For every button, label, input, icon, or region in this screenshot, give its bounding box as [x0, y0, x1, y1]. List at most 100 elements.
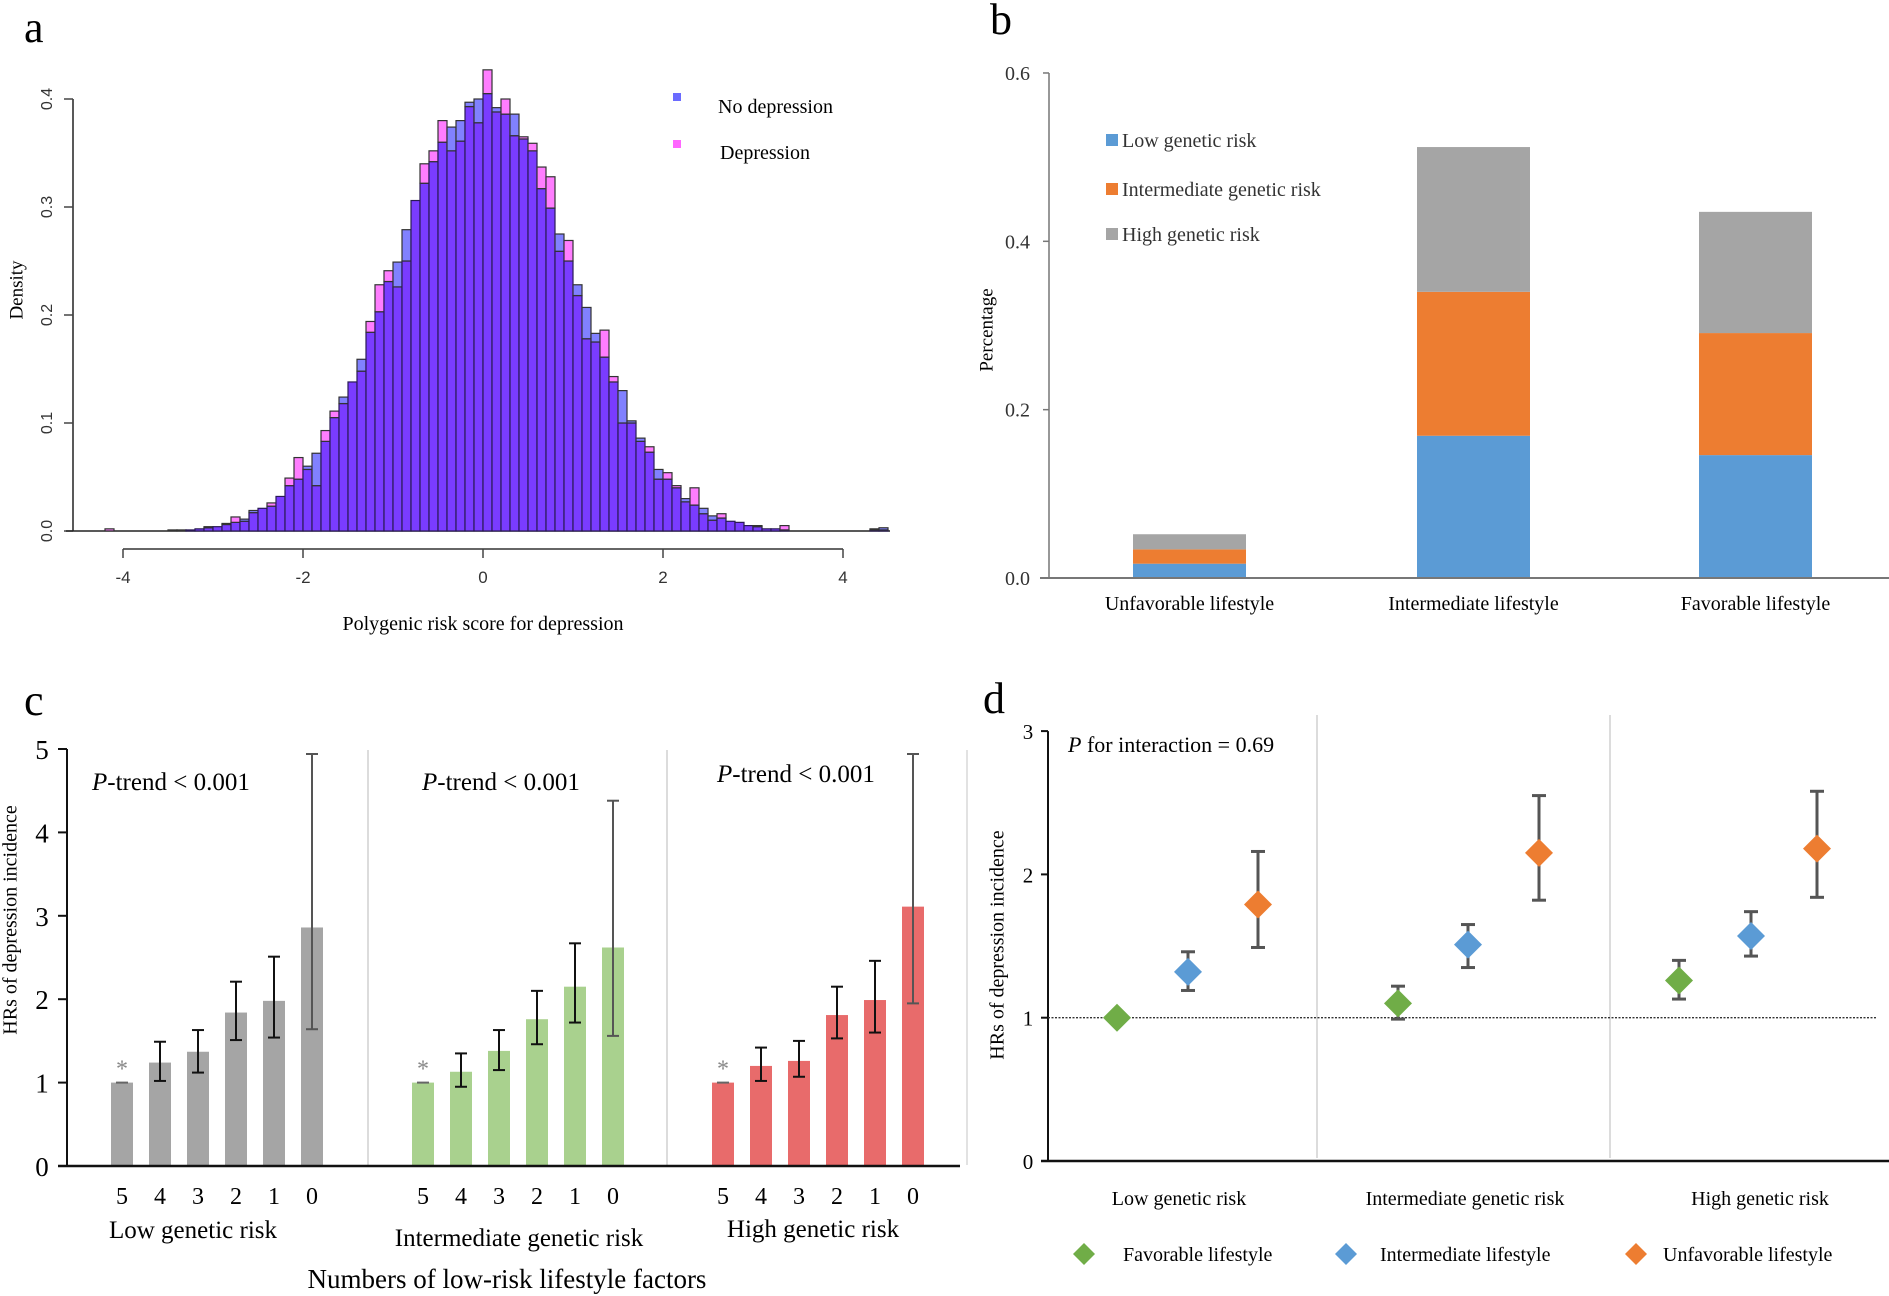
p-trend-annotation: P-trend < 0.001 [716, 761, 875, 788]
histogram-bar-depression [329, 410, 340, 419]
diamond-marker [1244, 890, 1272, 919]
x-category-label: Unfavorable lifestyle [1105, 593, 1274, 615]
panel-a-histogram: 0.0 0.1 0.2 0.3 0.4 Density -4 -2 0 2 4 Polygenic r… [6, 69, 890, 635]
histogram-bar-no-depression [473, 98, 484, 124]
histogram-bar-depression [482, 69, 493, 95]
histogram-bar-depression [293, 456, 304, 480]
histogram-bar-overlap [455, 140, 466, 532]
y-tick-label: 0.0 [1005, 568, 1030, 590]
panel-d-letter: d [983, 674, 1005, 723]
histogram-bar-no-depression [653, 468, 664, 480]
histogram-bar-depression [104, 528, 115, 532]
legend-label-no-depression: No depression [718, 96, 833, 118]
diamond-marker [1665, 966, 1693, 995]
histogram-bar-depression [545, 176, 556, 209]
histogram-bar-depression [536, 166, 547, 190]
x-tick-label: -2 [295, 568, 310, 587]
stacked-bar-segment [1133, 563, 1246, 578]
p-trend-annotation: P-trend < 0.001 [91, 769, 250, 796]
p-italic: P [716, 761, 732, 788]
bar [488, 1050, 510, 1166]
histogram-bar-no-depression [167, 529, 178, 532]
histogram-bar-overlap [707, 519, 718, 532]
histogram-bar-overlap [716, 517, 727, 532]
histogram-bar-depression [383, 270, 394, 283]
histogram-bar-overlap [662, 478, 673, 532]
legend-swatch [1106, 228, 1118, 240]
panel-b-letter: b [990, 0, 1012, 44]
histogram-bar-overlap [374, 311, 385, 532]
diamond-marker [1454, 930, 1482, 959]
histogram-bar-overlap [239, 520, 250, 532]
x-tick-label: -4 [115, 568, 130, 587]
x-category-label: 3 [493, 1184, 505, 1210]
histogram-bar-overlap [572, 294, 583, 532]
histogram-bar-overlap [617, 422, 628, 532]
bar [187, 1051, 209, 1166]
bar [750, 1065, 772, 1166]
y-tick-label: 0 [35, 1152, 49, 1182]
legend-swatch [1106, 183, 1118, 195]
histogram-bar-overlap [212, 526, 223, 532]
histogram-bar-overlap [671, 487, 682, 532]
x-category-label: 0 [907, 1184, 919, 1210]
legend-diamond [1335, 1243, 1357, 1265]
legend-label: Favorable lifestyle [1123, 1244, 1273, 1266]
x-category-label: 5 [417, 1184, 429, 1210]
group-label: Intermediate genetic risk [395, 1225, 644, 1252]
histogram-bar-overlap [698, 513, 709, 532]
histogram-bar-overlap [329, 417, 340, 532]
histogram-bar-overlap [338, 402, 349, 532]
bar [225, 1012, 247, 1166]
reference-marker: * [717, 1057, 729, 1083]
histogram-bar-overlap [536, 188, 547, 532]
x-category-label: 0 [607, 1184, 619, 1210]
histogram-bar-overlap [635, 440, 646, 532]
bar [902, 906, 924, 1166]
histogram-bar-overlap [428, 161, 439, 532]
histogram-bar-overlap [608, 381, 619, 532]
histogram-bar-overlap [689, 504, 700, 532]
x-category-label: 4 [455, 1184, 467, 1210]
bar [826, 1015, 848, 1166]
x-category-label: 1 [268, 1184, 280, 1210]
histogram-bar-no-depression [401, 229, 412, 262]
histogram-bar-no-depression [617, 390, 628, 424]
histogram-bar-no-depression [239, 518, 250, 522]
y-tick-label: 0.2 [39, 304, 56, 326]
x-category-label: 3 [192, 1184, 204, 1210]
x-category-label: 2 [831, 1184, 843, 1210]
histogram-bar-overlap [221, 523, 232, 532]
stacked-bar-segment [1133, 549, 1246, 564]
group-label: High genetic risk [727, 1216, 900, 1243]
x-category-label: 3 [793, 1184, 805, 1210]
histogram-bar-overlap [527, 150, 538, 532]
diamond-marker [1384, 989, 1412, 1018]
histogram-bar-depression [608, 375, 619, 383]
histogram-bar-overlap [383, 280, 394, 532]
bar [564, 986, 586, 1166]
stacked-bar-segment [1417, 435, 1530, 578]
histogram-bar-overlap [599, 356, 610, 532]
reference-marker: * [116, 1057, 128, 1083]
histogram-bar-overlap [401, 260, 412, 532]
p-trend-annotation: P-trend < 0.001 [421, 769, 580, 796]
histogram-bar-overlap [356, 370, 367, 532]
bar [263, 1000, 285, 1166]
legend-swatch-depression [673, 140, 681, 148]
legend-swatch-no-depression [673, 93, 681, 101]
diamond-marker [1803, 834, 1831, 863]
y-axis-title: HRs of depression incidence [987, 830, 1009, 1060]
histogram-bar-overlap [230, 521, 241, 532]
panel-a-letter: a [24, 3, 44, 52]
histogram-bar-depression [599, 329, 610, 358]
x-tick-label: 4 [838, 568, 847, 587]
bar [450, 1071, 472, 1166]
histogram-bar-overlap [500, 113, 511, 532]
p-trend-text: -trend < 0.001 [107, 769, 250, 796]
histogram-bar-no-depression [248, 509, 259, 514]
p-interaction-annotation: P for interaction = 0.69 [1067, 732, 1274, 757]
histogram-bar-depression [563, 239, 574, 262]
histogram-bar-overlap [734, 521, 745, 532]
